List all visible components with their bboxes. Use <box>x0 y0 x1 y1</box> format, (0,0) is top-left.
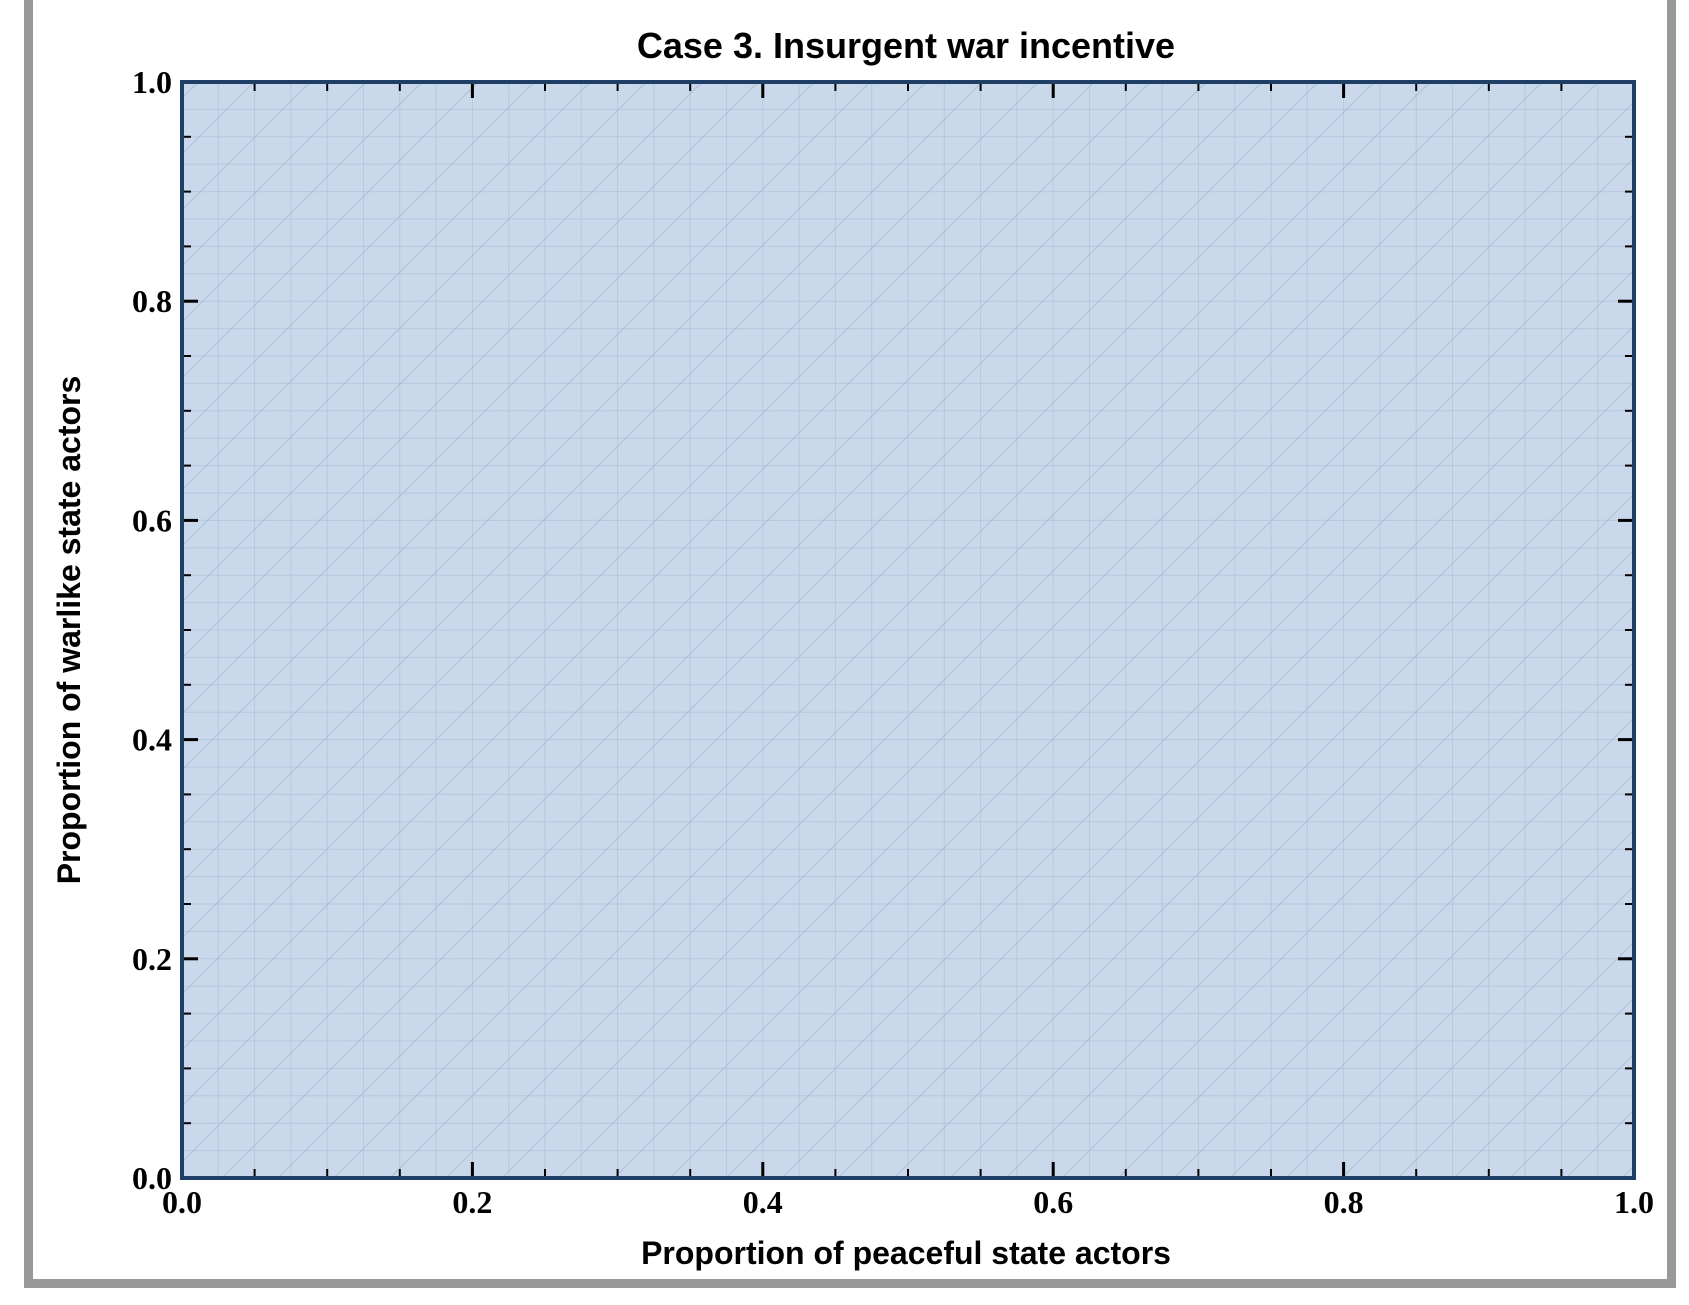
right-border-bar <box>1667 0 1676 1288</box>
x-tick-label: 0.4 <box>743 1184 783 1220</box>
left-border-bar <box>24 0 33 1288</box>
x-tick-label: 0.8 <box>1324 1184 1364 1220</box>
plot-frame <box>180 80 1636 1180</box>
x-tick-labels: 0.0 0.2 0.4 0.6 0.8 1.0 <box>162 1184 1654 1220</box>
y-tick-label: 0.2 <box>132 941 172 977</box>
bottom-border-bar <box>24 1279 1676 1288</box>
plot-area <box>180 80 1636 1180</box>
y-tick-label: 0.8 <box>132 283 172 319</box>
x-tick-label: 0.6 <box>1033 1184 1073 1220</box>
gridlines <box>182 82 1634 1178</box>
y-tick-label: 0.6 <box>132 502 172 538</box>
chart-title: Case 3. Insurgent war incentive <box>637 25 1175 66</box>
y-tick-label: 0.0 <box>132 1160 172 1196</box>
x-axis-label: Proportion of peaceful state actors <box>641 1235 1171 1271</box>
y-tick-label: 1.0 <box>132 64 172 100</box>
y-axis-label: Proportion of warlike state actors <box>51 376 87 885</box>
y-tick-labels: 0.0 0.2 0.4 0.6 0.8 1.0 <box>132 64 172 1196</box>
x-tick-label: 1.0 <box>1614 1184 1654 1220</box>
y-tick-label: 0.4 <box>132 722 172 758</box>
x-tick-label: 0.2 <box>452 1184 492 1220</box>
outer-border <box>24 0 1676 1288</box>
x-tick-label: 0.0 <box>162 1184 202 1220</box>
